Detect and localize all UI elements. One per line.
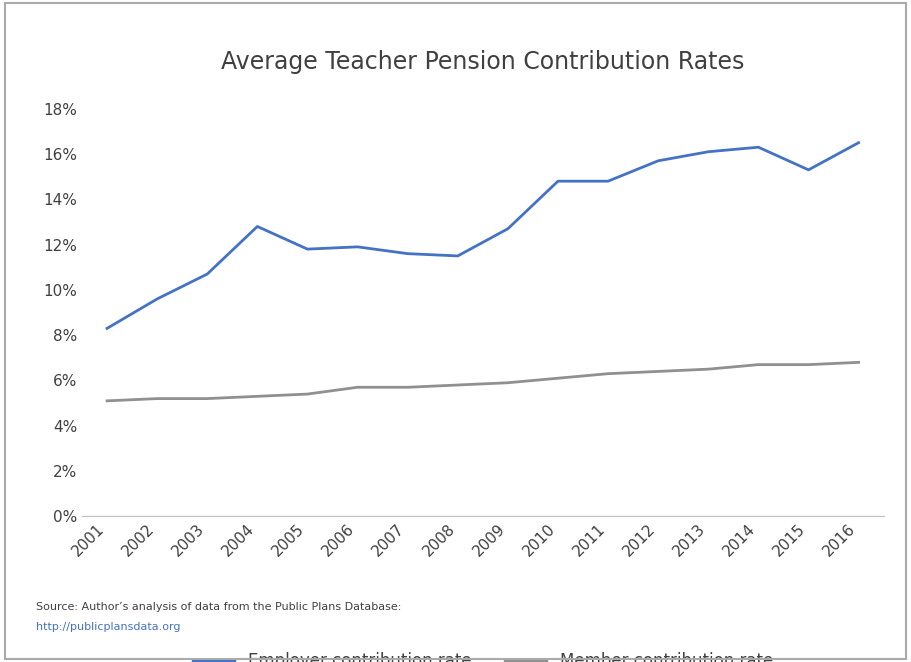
Text: Source: Author’s analysis of data from the Public Plans Database:: Source: Author’s analysis of data from t… (36, 602, 402, 612)
Legend: Employer contribution rate, Member contribution rate: Employer contribution rate, Member contr… (186, 645, 780, 662)
Text: http://publicplansdata.org: http://publicplansdata.org (36, 622, 181, 632)
Title: Average Teacher Pension Contribution Rates: Average Teacher Pension Contribution Rat… (221, 50, 744, 74)
